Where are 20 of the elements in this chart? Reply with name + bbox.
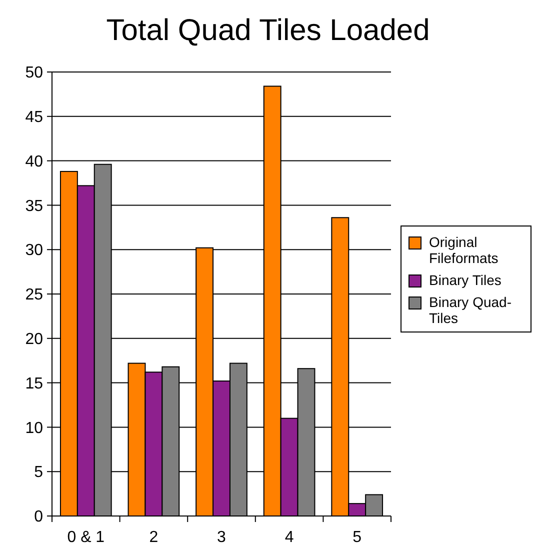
y-tick-label: 40: [25, 153, 44, 170]
y-tick-label: 30: [25, 242, 44, 260]
x-tick-label: 5: [352, 529, 362, 546]
y-tick-label: 35: [25, 198, 44, 215]
x-tick-label: 2: [149, 529, 158, 546]
x-tick-label: 4: [284, 529, 294, 546]
y-tick-label: 50: [25, 64, 44, 82]
y-tick-label: 25: [25, 286, 44, 304]
y-tick-label: 20: [25, 331, 44, 348]
x-tick-label: 0 & 1: [67, 529, 105, 546]
y-tick-label: 10: [25, 420, 44, 437]
legend-label: Binary Tiles: [429, 272, 502, 288]
y-tick-label: 5: [34, 464, 44, 482]
y-tick-label: 45: [25, 109, 44, 126]
x-tick-label: 3: [217, 529, 226, 546]
y-tick-label: 0: [34, 508, 44, 526]
legend-label: Binary Quad-Tiles: [429, 294, 512, 326]
legend-label: Original Fileformats: [429, 234, 498, 266]
chart-title: Total Quad Tiles Loaded: [106, 14, 430, 47]
y-tick-label: 15: [25, 375, 44, 392]
